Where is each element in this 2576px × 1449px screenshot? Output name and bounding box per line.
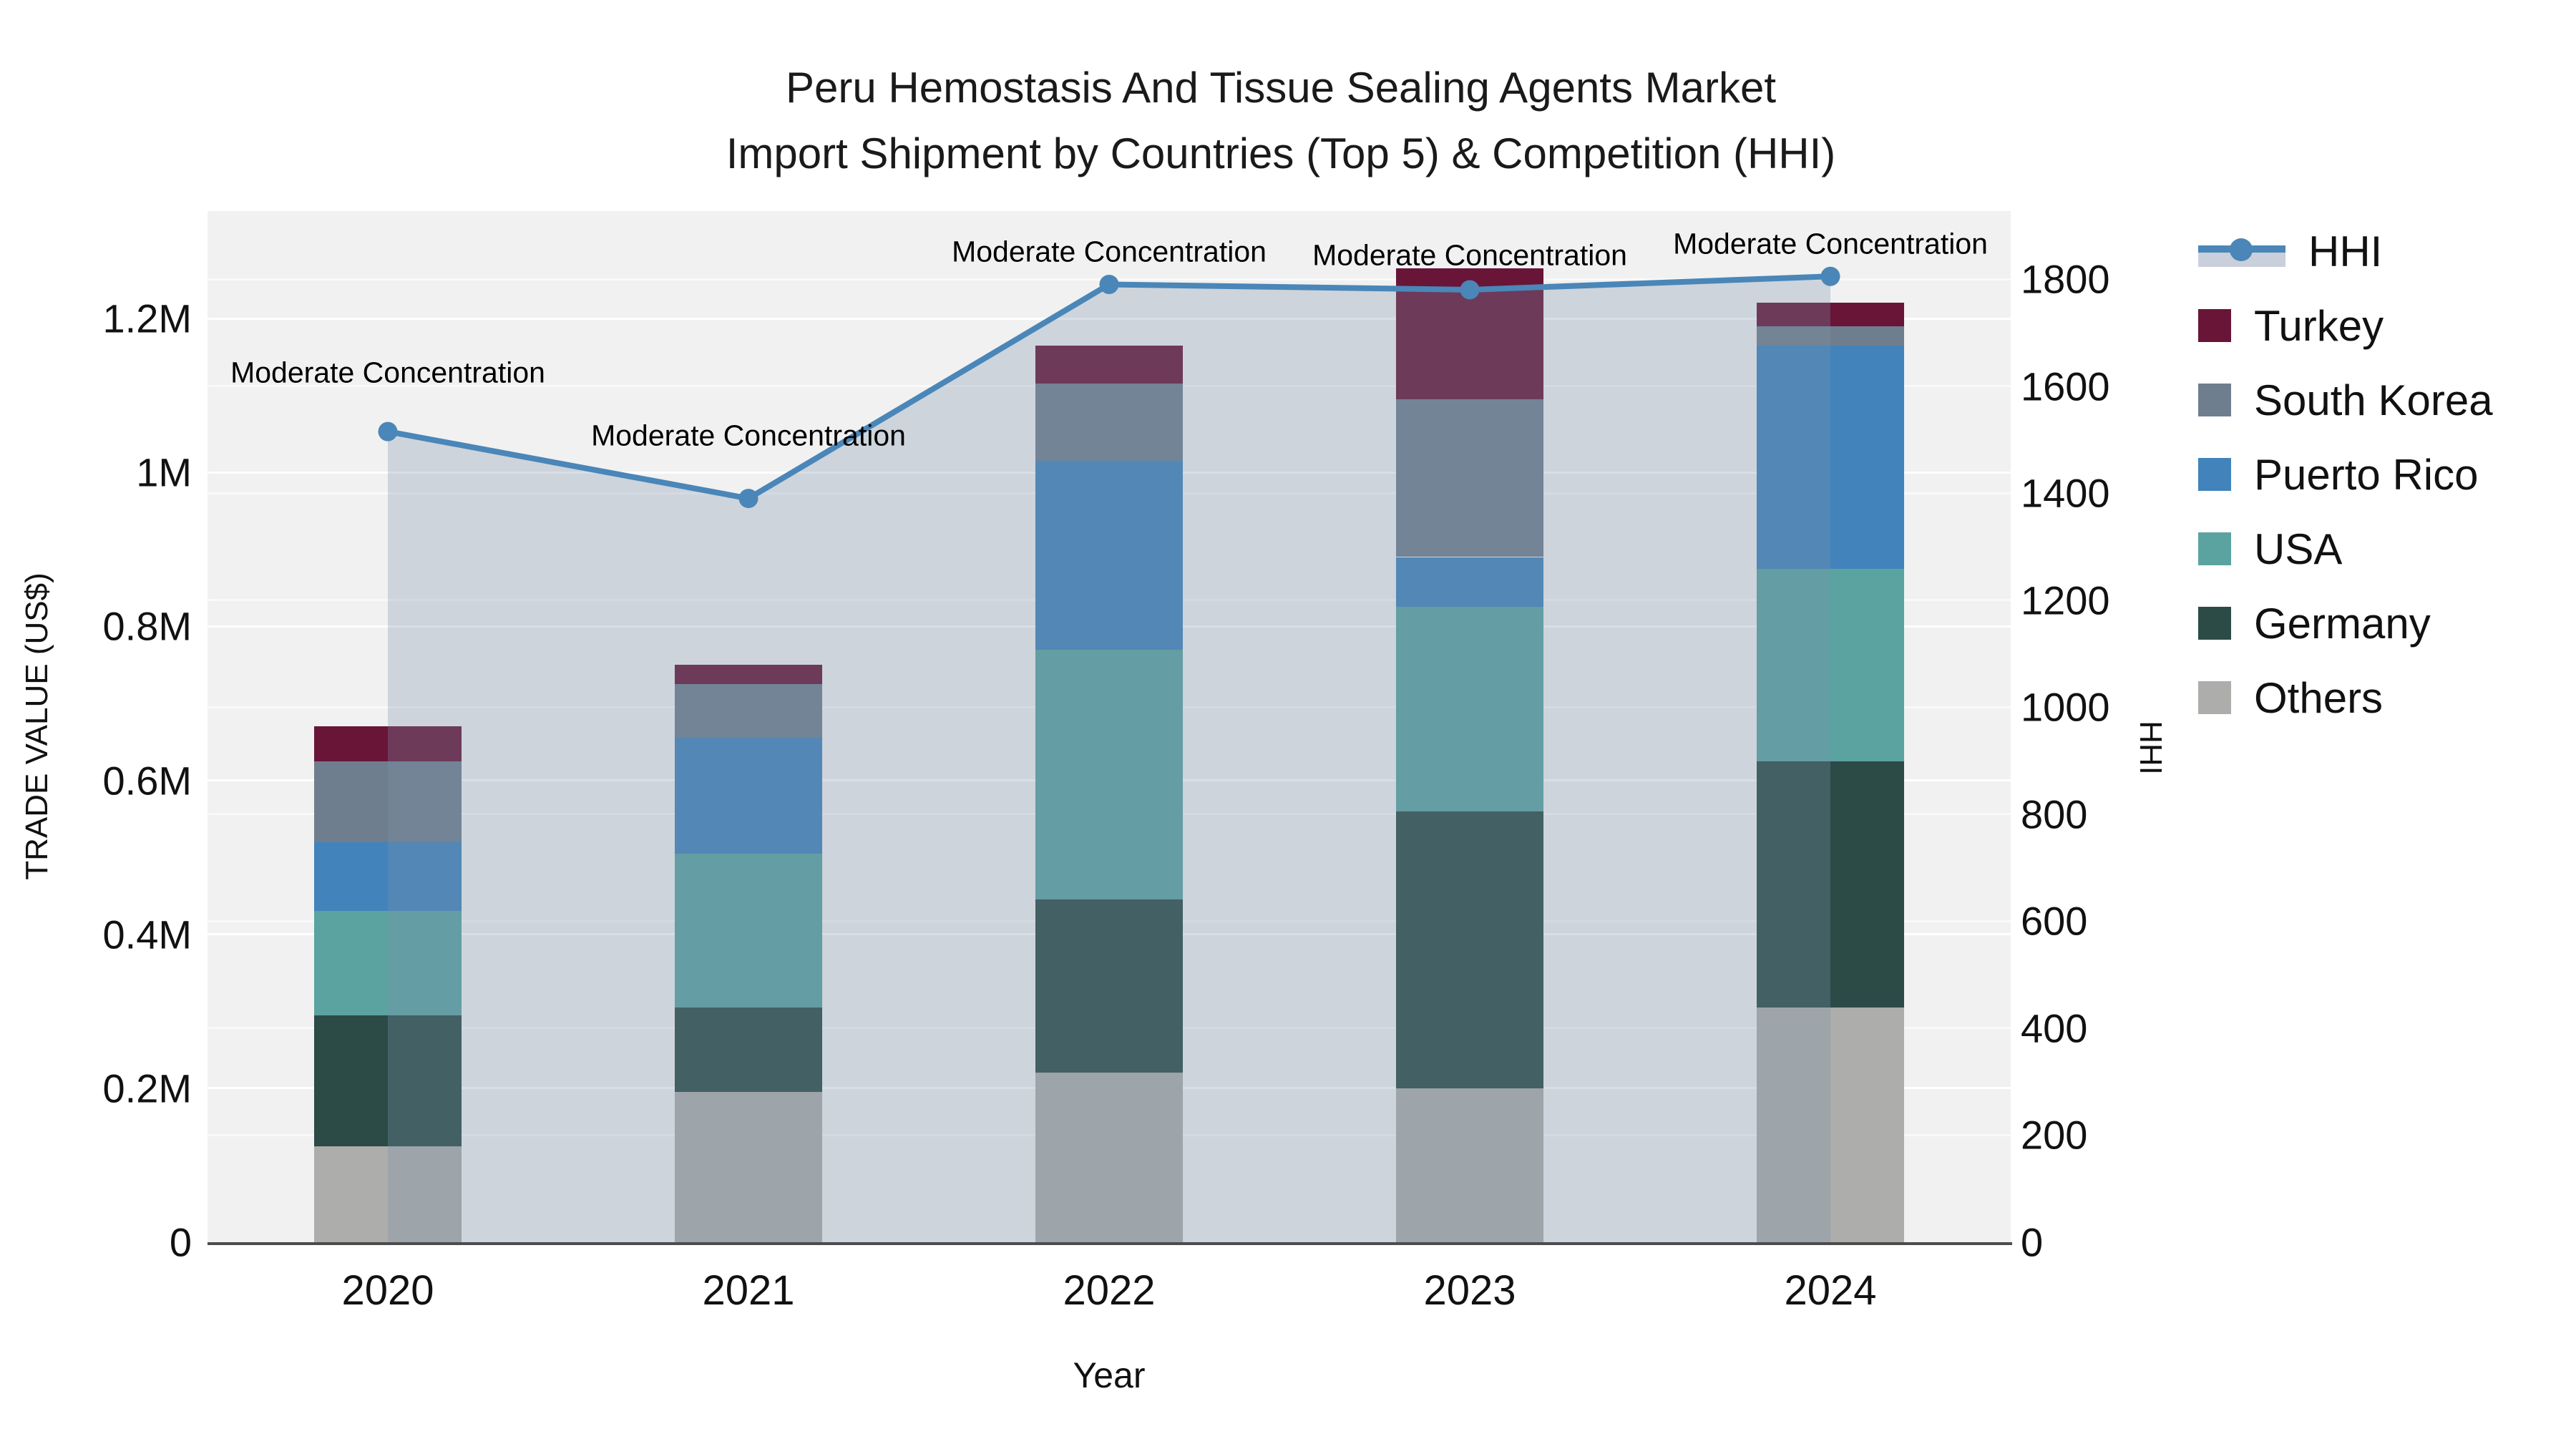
legend-label: South Korea [2254, 376, 2493, 424]
y-left-axis-title: TRADE VALUE (US$) [19, 572, 54, 880]
bar-segment-others-2020 [314, 1146, 462, 1242]
y-right-tick-1600: 1600 [2021, 364, 2110, 409]
legend-swatch-usa [2198, 532, 2231, 565]
x-tick-2024: 2024 [1784, 1267, 1877, 1314]
hhi-area-fill [388, 276, 1830, 1242]
legend-item-others[interactable]: Others [2198, 674, 2493, 722]
bar-segment-south-korea-2024 [1757, 326, 1904, 346]
bar-segment-turkey-2021 [675, 665, 822, 685]
y-right-tick-1200: 1200 [2021, 577, 2110, 623]
bar-segment-others-2023 [1396, 1088, 1543, 1242]
y-right-axis-title: HHI [2133, 721, 2168, 775]
bar-segment-puerto-rico-2021 [675, 738, 822, 854]
bar-segment-south-korea-2022 [1035, 384, 1183, 462]
y-right-tick-600: 600 [2021, 898, 2088, 944]
x-axis-title: Year [1073, 1355, 1146, 1395]
legend-item-puerto-rico[interactable]: Puerto Rico [2198, 451, 2493, 499]
y-left-tick-0: 0 [169, 1219, 192, 1265]
bar-segment-south-korea-2021 [675, 684, 822, 738]
y-right-tick-400: 400 [2021, 1005, 2088, 1051]
bar-segment-south-korea-2020 [314, 761, 462, 842]
bar-segment-germany-2020 [314, 1015, 462, 1146]
y-left-tick-0.6M: 0.6M [102, 758, 192, 803]
bar-segment-south-korea-2023 [1396, 399, 1543, 557]
legend-item-germany[interactable]: Germany [2198, 600, 2493, 648]
y-right-tick-800: 800 [2021, 791, 2088, 837]
annotation-2024: Moderate Concentration [1673, 227, 1988, 260]
hhi-marker-2024 [1820, 266, 1840, 286]
legend-label: Germany [2254, 599, 2431, 648]
hhi-legend-sample-icon [2198, 233, 2285, 270]
y-right-tick-0: 0 [2021, 1219, 2044, 1265]
bar-segment-germany-2024 [1757, 761, 1904, 1008]
legend-swatch-others [2198, 681, 2231, 714]
bar-segment-usa-2024 [1757, 568, 1904, 761]
y-right-tick-200: 200 [2021, 1112, 2088, 1158]
hhi-marker-2021 [738, 489, 758, 509]
legend-label: USA [2254, 525, 2343, 573]
legend: HHI Turkey South Korea Puerto Rico USA German… [2198, 228, 2493, 722]
x-tick-2020: 2020 [341, 1267, 434, 1314]
y-right-tick-1000: 1000 [2021, 684, 2110, 730]
bar-segment-turkey-2020 [314, 726, 462, 761]
y-right-tick-1800: 1800 [2021, 256, 2110, 302]
plot-area: Moderate Concentration Moderate Concentra… [208, 211, 2011, 1242]
annotation-2021: Moderate Concentration [591, 419, 906, 452]
hhi-marker-2020 [378, 421, 398, 441]
annotation-2022: Moderate Concentration [952, 235, 1267, 268]
legend-item-turkey[interactable]: Turkey [2198, 302, 2493, 350]
annotation-2023: Moderate Concentration [1312, 238, 1627, 272]
bar-segment-puerto-rico-2024 [1757, 345, 1904, 569]
y-left-tick-1M: 1M [136, 449, 192, 495]
bar-segment-germany-2021 [675, 1007, 822, 1093]
bar-segment-usa-2021 [675, 853, 822, 1008]
legend-swatch-puerto-rico [2198, 458, 2231, 491]
bar-segment-usa-2022 [1035, 649, 1183, 900]
legend-label: Others [2254, 673, 2384, 722]
hhi-marker-2022 [1099, 274, 1119, 294]
x-tick-2021: 2021 [702, 1267, 795, 1314]
x-tick-2023: 2023 [1423, 1267, 1516, 1314]
bar-segment-germany-2023 [1396, 811, 1543, 1088]
hhi-line-layer [378, 266, 1840, 1242]
bar-segment-germany-2022 [1035, 899, 1183, 1073]
hhi-marker-2023 [1460, 280, 1480, 300]
annotation-2020: Moderate Concentration [230, 356, 545, 389]
bar-segment-others-2021 [675, 1092, 822, 1242]
legend-label: Puerto Rico [2254, 450, 2479, 499]
chart-title-line1: Peru Hemostasis And Tissue Sealing Agent… [785, 64, 1777, 112]
legend-label: Turkey [2254, 301, 2384, 350]
legend-item-usa[interactable]: USA [2198, 525, 2493, 573]
legend-swatch-turkey [2198, 309, 2231, 342]
gridline-trade-1.2M [208, 317, 2011, 320]
y-right-tick-1400: 1400 [2021, 470, 2110, 516]
bar-segment-puerto-rico-2022 [1035, 461, 1183, 650]
x-tick-2022: 2022 [1063, 1267, 1156, 1314]
bar-segment-turkey-2022 [1035, 345, 1183, 384]
y-left-tick-0.2M: 0.2M [102, 1065, 192, 1111]
y-left-tick-1.2M: 1.2M [102, 296, 192, 341]
legend-swatch-south-korea [2198, 384, 2231, 416]
legend-label: HHI [2308, 227, 2383, 275]
legend-swatch-germany [2198, 607, 2231, 640]
bar-segment-puerto-rico-2020 [314, 841, 462, 912]
bar-segment-usa-2020 [314, 911, 462, 1015]
x-axis-line [208, 1242, 2012, 1245]
bar-segment-turkey-2024 [1757, 303, 1904, 326]
bar-segment-others-2022 [1035, 1073, 1183, 1242]
y-left-tick-0.8M: 0.8M [102, 603, 192, 649]
chart-title-line2: Import Shipment by Countries (Top 5) & C… [726, 130, 1836, 177]
legend-item-hhi[interactable]: HHI [2198, 228, 2493, 275]
bar-segment-usa-2023 [1396, 607, 1543, 811]
hhi-marker-swatch [2230, 238, 2253, 261]
legend-item-south-korea[interactable]: South Korea [2198, 376, 2493, 424]
bar-segment-others-2024 [1757, 1007, 1904, 1242]
y-left-tick-0.4M: 0.4M [102, 912, 192, 957]
bar-segment-puerto-rico-2023 [1396, 557, 1543, 608]
